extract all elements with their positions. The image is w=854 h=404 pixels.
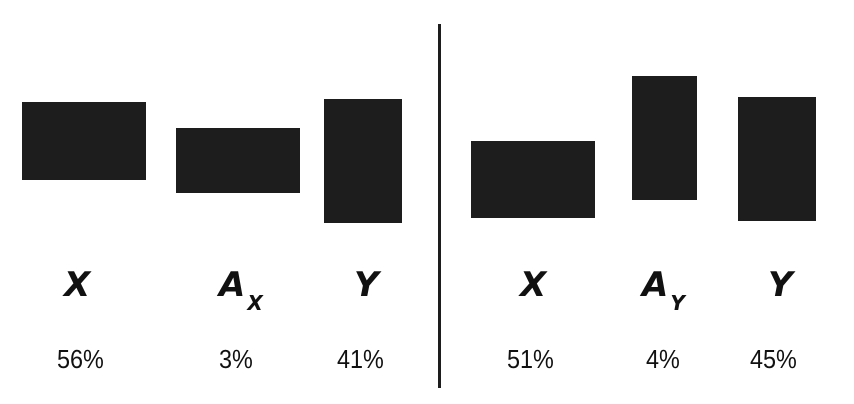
left-ax-subscript: X — [247, 291, 263, 315]
left-y-label: Y — [354, 265, 379, 305]
left-y-percent: 41% — [337, 344, 384, 374]
left-x-block — [22, 102, 146, 180]
panel-divider — [438, 24, 441, 388]
right-ay-subscript: Y — [670, 291, 685, 315]
left-y-block — [324, 99, 402, 223]
left-x-percent: 56% — [57, 344, 104, 374]
right-ay-block — [632, 76, 697, 200]
left-ax-block — [176, 128, 300, 193]
right-y-block — [738, 97, 816, 221]
left-x-label: X — [64, 265, 91, 305]
right-y-percent: 45% — [750, 344, 797, 374]
right-x-percent: 51% — [507, 344, 554, 374]
left-ax-percent: 3% — [219, 344, 253, 374]
right-x-block — [471, 141, 595, 218]
right-ay-percent: 4% — [646, 344, 680, 374]
right-x-label: X — [520, 265, 547, 305]
right-y-label: Y — [768, 265, 793, 305]
